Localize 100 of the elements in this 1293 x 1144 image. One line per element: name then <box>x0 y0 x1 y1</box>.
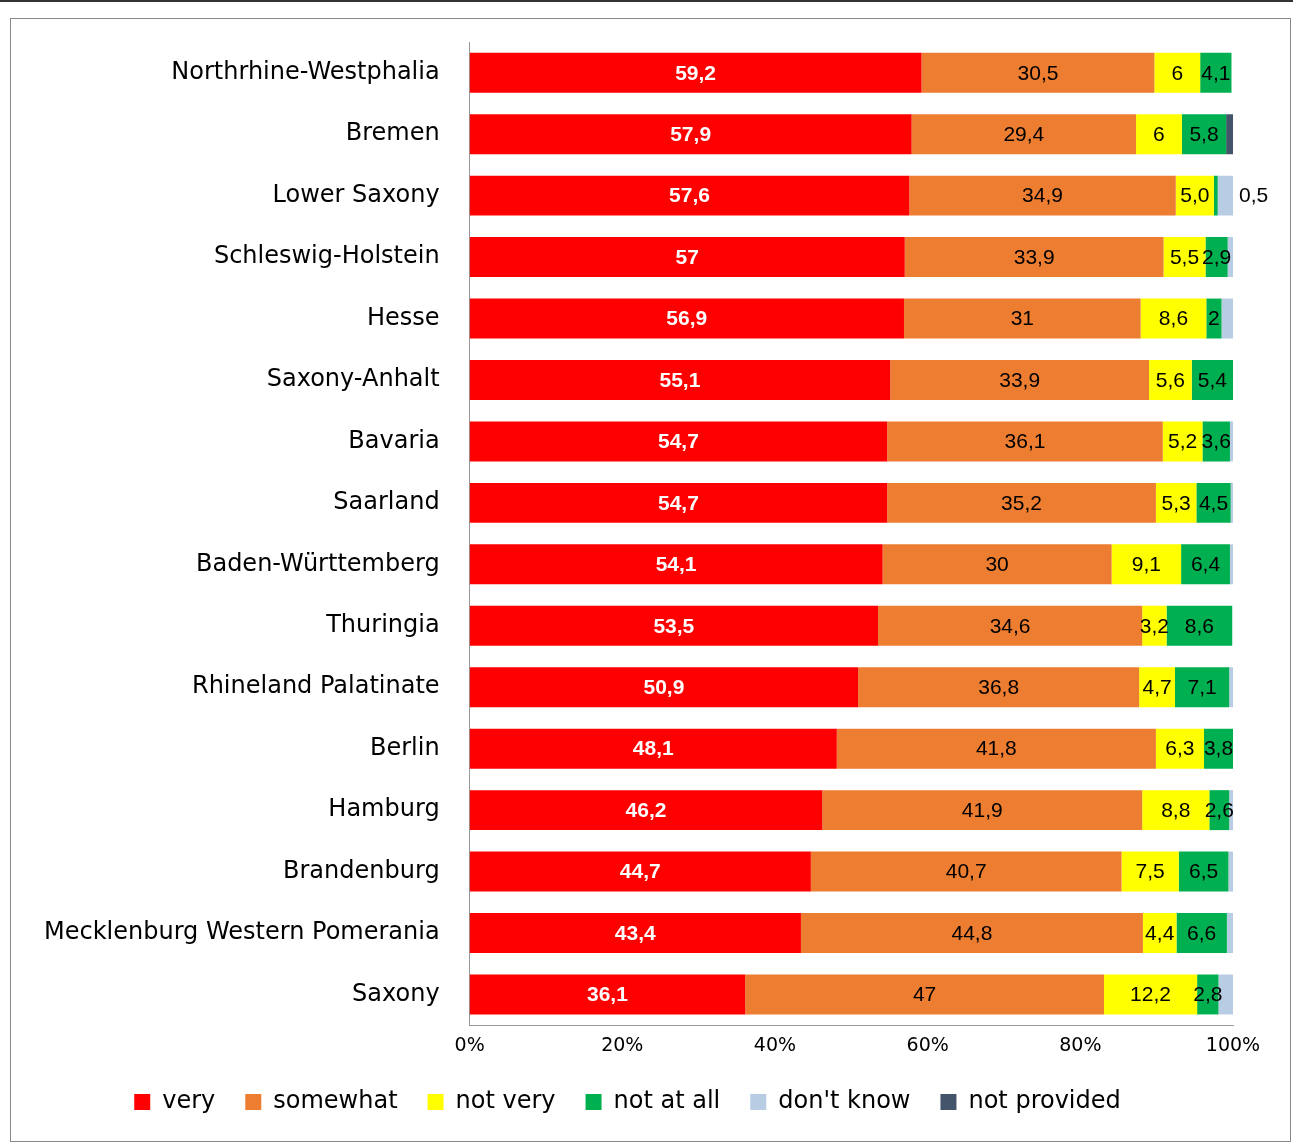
bar <box>469 482 888 523</box>
data-label: 4,5 <box>1198 490 1229 514</box>
bar <box>469 974 746 1015</box>
data-label: 30,5 <box>1017 60 1059 84</box>
bar <box>903 298 1141 339</box>
bar <box>469 114 912 155</box>
x-tick-label: 40% <box>753 1032 797 1055</box>
y-tick-label: Mecklenburg Western Pomerania <box>44 917 440 946</box>
bar <box>921 52 1155 93</box>
data-label: 48,1 <box>632 736 674 760</box>
data-label: 56,9 <box>666 306 708 330</box>
bar <box>469 728 837 769</box>
y-tick-label: Hesse <box>367 302 440 331</box>
data-label: 9,1 <box>1131 552 1161 576</box>
x-tick-label: 60% <box>906 1032 949 1055</box>
bar <box>858 667 1140 708</box>
y-tick-label: Saxony-Anhalt <box>266 364 440 393</box>
data-label: 44,7 <box>619 859 661 883</box>
data-label: 6,4 <box>1190 552 1221 576</box>
data-label: 33,9 <box>999 367 1041 391</box>
data-label: 6 <box>1153 121 1165 145</box>
x-tick-label: 0% <box>454 1032 485 1055</box>
bar <box>1181 544 1230 585</box>
y-tick-label: Northrhine-Westphalia <box>171 56 440 85</box>
bar <box>1121 851 1179 892</box>
bar <box>1213 175 1218 216</box>
bar <box>1217 175 1233 216</box>
legend-label: somewhat <box>273 1086 398 1115</box>
bar <box>1229 544 1233 585</box>
bar <box>1154 52 1201 93</box>
bar <box>469 360 891 400</box>
data-label: 8,8 <box>1161 797 1191 821</box>
data-label: 54,7 <box>657 490 699 514</box>
data-label: 4,7 <box>1142 675 1172 699</box>
data-label: 8,6 <box>1184 613 1215 637</box>
data-label: 6,6 <box>1187 920 1217 944</box>
data-label: 5,0 <box>1180 183 1210 207</box>
bar <box>469 237 905 278</box>
data-label: 2 <box>1208 306 1220 330</box>
bar <box>469 175 910 216</box>
data-label: 50,9 <box>643 675 685 699</box>
bar <box>1111 544 1182 585</box>
bar <box>887 482 1156 523</box>
y-tick-label: Lower Saxony <box>272 179 440 208</box>
data-label: 53,5 <box>653 613 695 637</box>
y-tick-label: Baden-Württemberg <box>195 548 440 577</box>
data-label: 54,7 <box>657 429 699 453</box>
data-label: 47 <box>912 982 937 1006</box>
data-label: 46,2 <box>625 797 667 821</box>
bar <box>1221 298 1233 339</box>
legend-label: don't know <box>778 1086 911 1115</box>
bar <box>882 544 1112 585</box>
y-tick-label: Saarland <box>333 487 440 516</box>
legend-label: very <box>162 1086 216 1115</box>
data-label: 4,4 <box>1145 920 1175 944</box>
bar <box>469 298 904 339</box>
data-label: 34,6 <box>989 613 1031 637</box>
bar <box>469 667 859 708</box>
data-label: 31 <box>1010 306 1034 330</box>
data-label: 34,9 <box>1022 183 1063 207</box>
bar <box>469 913 801 953</box>
data-label: 6 <box>1171 60 1184 84</box>
y-tick-label: Bavaria <box>348 425 440 454</box>
data-label: 5,6 <box>1155 367 1185 391</box>
y-tick-label: Rhineland Palatinate <box>191 671 440 700</box>
bar <box>810 851 1122 892</box>
data-label: 57 <box>675 244 699 268</box>
y-tick-label: Berlin <box>369 732 440 761</box>
bar <box>887 421 1163 462</box>
bar <box>911 114 1137 155</box>
bar <box>1139 667 1175 708</box>
data-label: 41,9 <box>961 797 1003 821</box>
y-tick-label: Hamburg <box>328 794 440 823</box>
data-label: 43,4 <box>614 920 657 944</box>
bar <box>1155 728 1204 769</box>
legend-label: not very <box>455 1086 556 1115</box>
data-label: 44,8 <box>951 920 993 944</box>
bar <box>1174 667 1230 708</box>
bar <box>1228 851 1233 892</box>
data-label: 35,2 <box>1001 490 1042 514</box>
bar <box>1226 913 1233 953</box>
x-tick-label: 100% <box>1205 1032 1261 1055</box>
data-label: 59,2 <box>675 60 717 84</box>
data-label: 57,6 <box>669 183 710 207</box>
legend-label: not provided <box>968 1086 1121 1115</box>
data-label: 57,9 <box>670 121 712 145</box>
data-label: 36,8 <box>978 675 1020 699</box>
data-label: 5,8 <box>1189 121 1219 145</box>
bar <box>822 790 1143 831</box>
bar <box>1226 114 1233 155</box>
bar <box>1229 667 1233 708</box>
data-label: 33,9 <box>1013 244 1055 268</box>
data-label: 0,5 <box>1238 183 1269 207</box>
data-label: 36,1 <box>586 982 629 1006</box>
y-tick-label: Saxony <box>352 978 440 1007</box>
x-tick-label: 20% <box>601 1032 644 1055</box>
bar <box>1166 605 1233 646</box>
data-label: 6,5 <box>1189 859 1219 883</box>
x-tick-label: 80% <box>1059 1032 1102 1055</box>
data-label: 55,1 <box>659 367 701 391</box>
